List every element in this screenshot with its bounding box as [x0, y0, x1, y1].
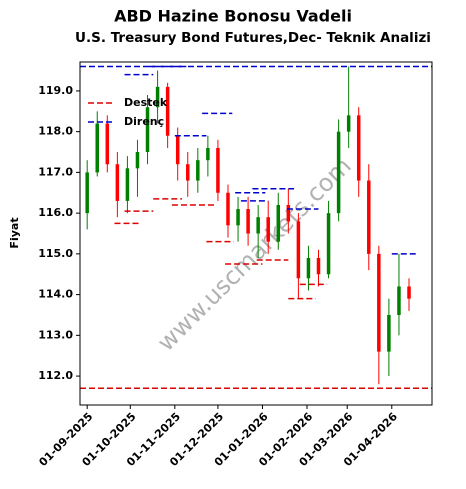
candle-body — [85, 172, 89, 214]
y-tick-label: 119.0 — [38, 84, 73, 97]
chart-subtitle: U.S. Treasury Bond Futures,Dec- Teknik A… — [75, 30, 431, 46]
y-tick-label: 116.0 — [38, 206, 73, 219]
candle-body — [145, 107, 150, 153]
plot-frame — [79, 61, 433, 406]
candle-body — [206, 147, 210, 161]
candle-body — [326, 213, 331, 275]
candle-body — [266, 217, 270, 242]
candle-body — [236, 209, 240, 226]
candle-body — [346, 115, 351, 132]
candle-body — [196, 160, 200, 181]
candle-body — [316, 257, 321, 275]
candle-body — [397, 286, 401, 315]
candle-body — [296, 221, 301, 279]
candle-body — [387, 314, 391, 352]
candle-body — [226, 192, 230, 226]
candle-body — [306, 257, 311, 279]
watermark: www.uscmarkets.com — [152, 152, 357, 357]
y-tick-label: 118.0 — [38, 125, 73, 138]
candle-body — [276, 204, 281, 242]
candle-body — [246, 209, 250, 234]
legend-label: Direnç — [124, 115, 164, 128]
y-axis-label: Fiyat — [8, 217, 21, 248]
candle-body — [377, 253, 381, 352]
candle-body — [336, 131, 341, 214]
candle-body — [407, 286, 411, 299]
y-tick-label: 115.0 — [38, 247, 73, 260]
candle-body — [286, 204, 291, 222]
y-tick-label: 114.0 — [38, 288, 73, 301]
candle-body — [175, 135, 180, 165]
legend-label: Destek — [124, 96, 168, 109]
candle-body — [216, 147, 220, 193]
candle-body — [95, 123, 99, 173]
candle-body — [165, 86, 170, 136]
candle-body — [125, 168, 130, 201]
y-tick-label: 117.0 — [38, 165, 73, 178]
candle-body — [115, 164, 120, 201]
candle-body — [135, 152, 140, 169]
candle-body — [356, 115, 361, 181]
candle-body — [256, 217, 260, 234]
y-tick-label: 113.0 — [38, 328, 73, 341]
candle-body — [367, 180, 371, 254]
chart-title: ABD Hazine Bonosu Vadeli — [114, 7, 352, 26]
candle-body — [105, 123, 110, 165]
y-tick-label: 112.0 — [38, 369, 73, 382]
candle-body — [186, 164, 190, 181]
candle-body — [155, 86, 160, 108]
